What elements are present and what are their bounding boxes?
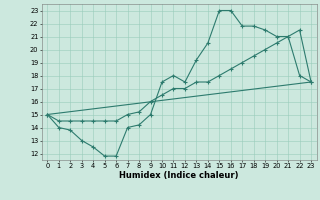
X-axis label: Humidex (Indice chaleur): Humidex (Indice chaleur) xyxy=(119,171,239,180)
